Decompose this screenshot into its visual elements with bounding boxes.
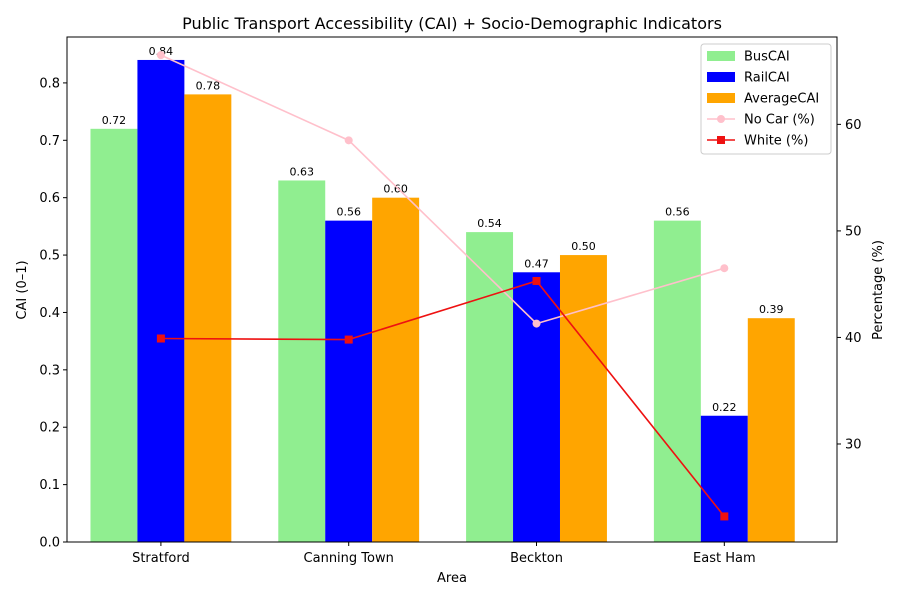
line-series xyxy=(160,54,725,325)
data-label: 0.72 xyxy=(102,114,127,127)
y2-tick-label: 50 xyxy=(845,224,862,239)
data-label: 0.56 xyxy=(336,206,361,219)
bar-averagecai xyxy=(372,197,420,542)
legend-swatch xyxy=(707,51,735,61)
legend-label: RailCAI xyxy=(744,71,790,86)
x-axis-title: Area xyxy=(437,571,467,586)
bar-averagecai xyxy=(559,255,607,542)
y-tick-label: 0.7 xyxy=(39,134,60,149)
y-tick-label: 0.2 xyxy=(39,421,60,436)
legend-box xyxy=(700,43,832,155)
legend-marker xyxy=(717,136,725,144)
data-label: 0.63 xyxy=(290,165,315,178)
bar-buscai xyxy=(466,232,514,542)
line-point xyxy=(344,136,353,145)
data-label: 0.47 xyxy=(524,257,549,270)
y2-tick-label: 30 xyxy=(845,437,862,452)
data-label: 0.39 xyxy=(759,303,784,316)
data-label: 0.54 xyxy=(477,217,502,230)
plot-frame xyxy=(66,36,838,543)
data-label: 0.56 xyxy=(665,206,690,219)
line-point xyxy=(344,335,353,344)
legend-marker xyxy=(717,115,725,123)
line-series xyxy=(160,280,725,517)
bar-averagecai xyxy=(184,94,232,543)
y-tick-label: 0.5 xyxy=(39,249,60,264)
legend-label: White (%) xyxy=(744,134,808,149)
legend-label: AverageCAI xyxy=(744,92,819,107)
y-tick-label: 0.3 xyxy=(39,363,60,378)
legend-swatch xyxy=(707,93,735,103)
bar-buscai xyxy=(653,220,701,543)
bar-railcai xyxy=(137,59,185,543)
bar-railcai xyxy=(325,220,373,543)
legend-label: BusCAI xyxy=(744,50,790,65)
legend-label: No Car (%) xyxy=(744,113,815,128)
bar-railcai xyxy=(513,272,560,542)
chart-title: Public Transport Accessibility (CAI) + S… xyxy=(182,14,722,33)
y-tick-label: 0.1 xyxy=(39,478,60,493)
y2-tick-label: 60 xyxy=(845,118,862,133)
y-tick-label: 0.4 xyxy=(39,306,60,321)
x-tick-label: Stratford xyxy=(132,551,190,566)
x-tick-label: Beckton xyxy=(510,551,563,566)
line-point xyxy=(720,512,729,521)
line-point xyxy=(156,334,165,343)
x-tick-label: Canning Town xyxy=(304,551,394,566)
y-tick-label: 0.6 xyxy=(39,191,60,206)
bar-averagecai xyxy=(747,318,795,542)
y-axis-title: CAI (0–1) xyxy=(15,260,30,319)
line-point xyxy=(156,51,165,60)
line-point xyxy=(532,276,541,285)
data-label: 0.50 xyxy=(571,240,596,253)
bar-buscai xyxy=(90,128,138,542)
y-tick-label: 0.8 xyxy=(39,76,60,91)
y2-axis-title: Percentage (%) xyxy=(871,240,886,340)
line-point xyxy=(532,319,541,328)
x-tick-label: East Ham xyxy=(693,551,756,566)
bar-railcai xyxy=(700,415,748,542)
legend-swatch xyxy=(707,72,735,82)
data-label: 0.78 xyxy=(196,79,221,92)
bar-buscai xyxy=(278,180,326,542)
data-label: 0.22 xyxy=(712,401,737,414)
y2-tick-label: 40 xyxy=(845,331,862,346)
y-tick-label: 0.0 xyxy=(39,536,60,551)
line-point xyxy=(720,264,729,273)
